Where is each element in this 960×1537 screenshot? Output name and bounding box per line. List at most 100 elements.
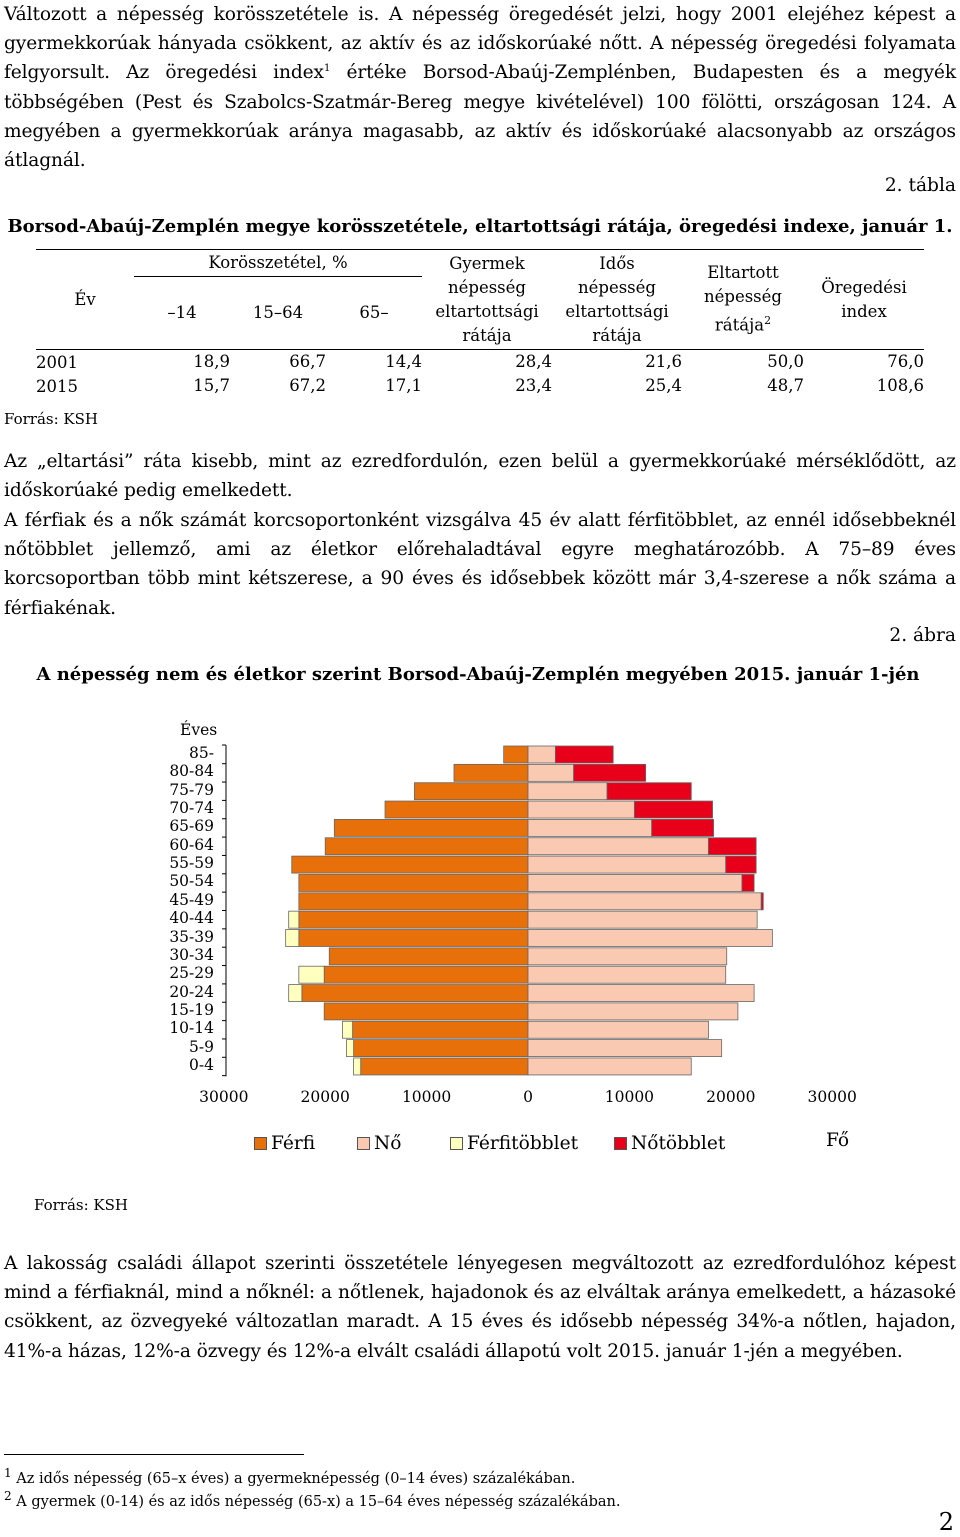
footnote-1: 1 Az idős népesség (65–x éves) a gyermek… — [4, 1466, 575, 1487]
bar-male — [324, 837, 529, 856]
x-tick-label: 10000 — [604, 1088, 655, 1106]
bar-male — [298, 929, 529, 947]
bar-male — [298, 910, 529, 929]
bar-female — [527, 819, 653, 837]
bar-male — [333, 819, 529, 837]
intro-paragraph: Változott a népesség korösszetétele is. … — [4, 0, 956, 175]
header-child-dep-line1: Gyermek — [449, 253, 525, 273]
cell-value: 108,6 — [876, 376, 924, 395]
y-tick-label: 30-34 — [169, 945, 214, 964]
cell-year: 2015 — [36, 376, 78, 396]
bar-female-surplus — [708, 837, 757, 856]
bar-male — [414, 782, 529, 801]
footnote-2: 2 A gyermek (0-14) és az idős népesség (… — [4, 1489, 621, 1510]
bar-female — [527, 984, 755, 1002]
bar-female-surplus — [634, 800, 713, 819]
legend-label: Nő — [374, 1133, 402, 1154]
cell-value: 21,6 — [645, 352, 682, 371]
y-tick-label: 15-19 — [169, 1000, 214, 1019]
bar-male — [384, 800, 529, 819]
header-year: Év — [74, 289, 96, 309]
bar-male-surplus — [285, 929, 300, 947]
bar-male — [453, 763, 529, 782]
y-tick-label: 55-59 — [169, 854, 214, 873]
bar-female — [527, 892, 762, 911]
cell-value: 50,0 — [767, 352, 804, 371]
y-tick-label: 25-29 — [169, 964, 214, 983]
bar-male-surplus — [346, 1039, 354, 1057]
bar-female — [527, 745, 556, 764]
bar-male — [323, 965, 529, 984]
bar-female — [527, 929, 773, 947]
cell-value: 48,7 — [767, 376, 804, 395]
header-aging-index: Öregedési index — [804, 250, 924, 350]
footnote-rule — [4, 1454, 304, 1455]
bar-male — [353, 1039, 529, 1057]
cell-value: 76,0 — [887, 352, 924, 371]
bar-female — [527, 800, 635, 819]
y-tick-label: 80-84 — [169, 762, 214, 781]
header-aging-line2: index — [841, 301, 887, 321]
bar-female — [527, 910, 758, 929]
header-old-dep-line2: népesség — [578, 277, 656, 297]
header-age-0-14: –14 — [167, 303, 197, 322]
y-tick-label: 50-54 — [169, 872, 214, 891]
table-row: 2015 15,7 67,2 17,1 23,4 25,4 48,7 108,6 — [36, 374, 924, 398]
legend-item-female: Nő — [357, 1133, 401, 1154]
figure-caption: A népesség nem és életkor szerint Borsod… — [36, 664, 920, 685]
x-tick-label: 0 — [523, 1088, 533, 1106]
cell-value: 15,7 — [193, 376, 230, 395]
legend-item-male-surplus: Férfitöbblet — [450, 1133, 578, 1154]
bar-male — [352, 1020, 529, 1039]
paragraph-marital-status: A lakosság családi állapot szerinti össz… — [4, 1253, 956, 1362]
header-child-dep-line2: népesség — [448, 277, 526, 297]
legend-label: Férfi — [271, 1133, 316, 1154]
header-aging-line1: Öregedési — [821, 277, 907, 297]
y-tick-label: 40-44 — [169, 909, 214, 928]
y-tick-label: 5-9 — [189, 1037, 214, 1056]
cell-value: 18,9 — [193, 352, 230, 371]
bar-male — [360, 1057, 529, 1076]
bar-female — [527, 965, 727, 984]
bar-female — [527, 1002, 739, 1021]
bar-female — [527, 782, 608, 801]
bar-male — [301, 984, 529, 1002]
y-tick-label: 0-4 — [189, 1055, 214, 1074]
bar-female-surplus — [554, 745, 614, 764]
footnote-text: Az idős népesség (65–x éves) a gyermekné… — [16, 1470, 576, 1487]
page-number: 2 — [938, 1508, 954, 1536]
stats-table: Év Korösszetétel, % Gyermek népesség elt… — [36, 250, 924, 398]
header-old-dep-line4: rátája — [592, 325, 642, 345]
y-axis-title: Éves — [180, 721, 218, 739]
table-top-rule — [36, 249, 924, 250]
cell-year: 2001 — [36, 352, 78, 372]
bar-female — [527, 1039, 723, 1057]
figure-source: Forrás: KSH — [34, 1196, 128, 1214]
header-total-dep-line2: népesség — [704, 287, 782, 307]
bar-male-surplus — [342, 1020, 353, 1039]
cell-value: 14,4 — [385, 352, 422, 371]
bar-female — [527, 837, 709, 856]
footnote-text: A gyermek (0-14) és az idős népesség (65… — [16, 1493, 621, 1510]
x-axis-unit: Fő — [826, 1130, 850, 1151]
y-tick-label: 75-79 — [169, 780, 214, 799]
bar-male-surplus — [298, 965, 325, 984]
legend-item-male: Férfi — [254, 1133, 315, 1154]
cell-value: 66,7 — [289, 352, 326, 371]
bar-female-surplus — [651, 819, 714, 837]
y-tick-label: 85- — [189, 744, 214, 762]
footnote-number: 1 — [4, 1466, 12, 1480]
legend-swatch — [357, 1137, 370, 1150]
header-old-dependency: Idős népesség eltartottsági rátája — [552, 250, 682, 350]
cell-value: 23,4 — [515, 376, 552, 395]
figure-number: 2. ábra — [889, 625, 956, 646]
bar-female — [527, 1020, 709, 1039]
header-child-dep-line3: eltartottsági — [435, 301, 539, 321]
header-old-dep-line3: eltartottsági — [565, 301, 669, 321]
cell-value: 25,4 — [645, 376, 682, 395]
paragraph-sex-ratio: A férfiak és a nők számát korcsoportonké… — [4, 510, 956, 619]
bar-male — [503, 745, 529, 764]
table-row: 2001 18,9 66,7 14,4 28,4 21,6 50,0 76,0 — [36, 349, 924, 375]
y-tick-label: 20-24 — [169, 982, 214, 1001]
